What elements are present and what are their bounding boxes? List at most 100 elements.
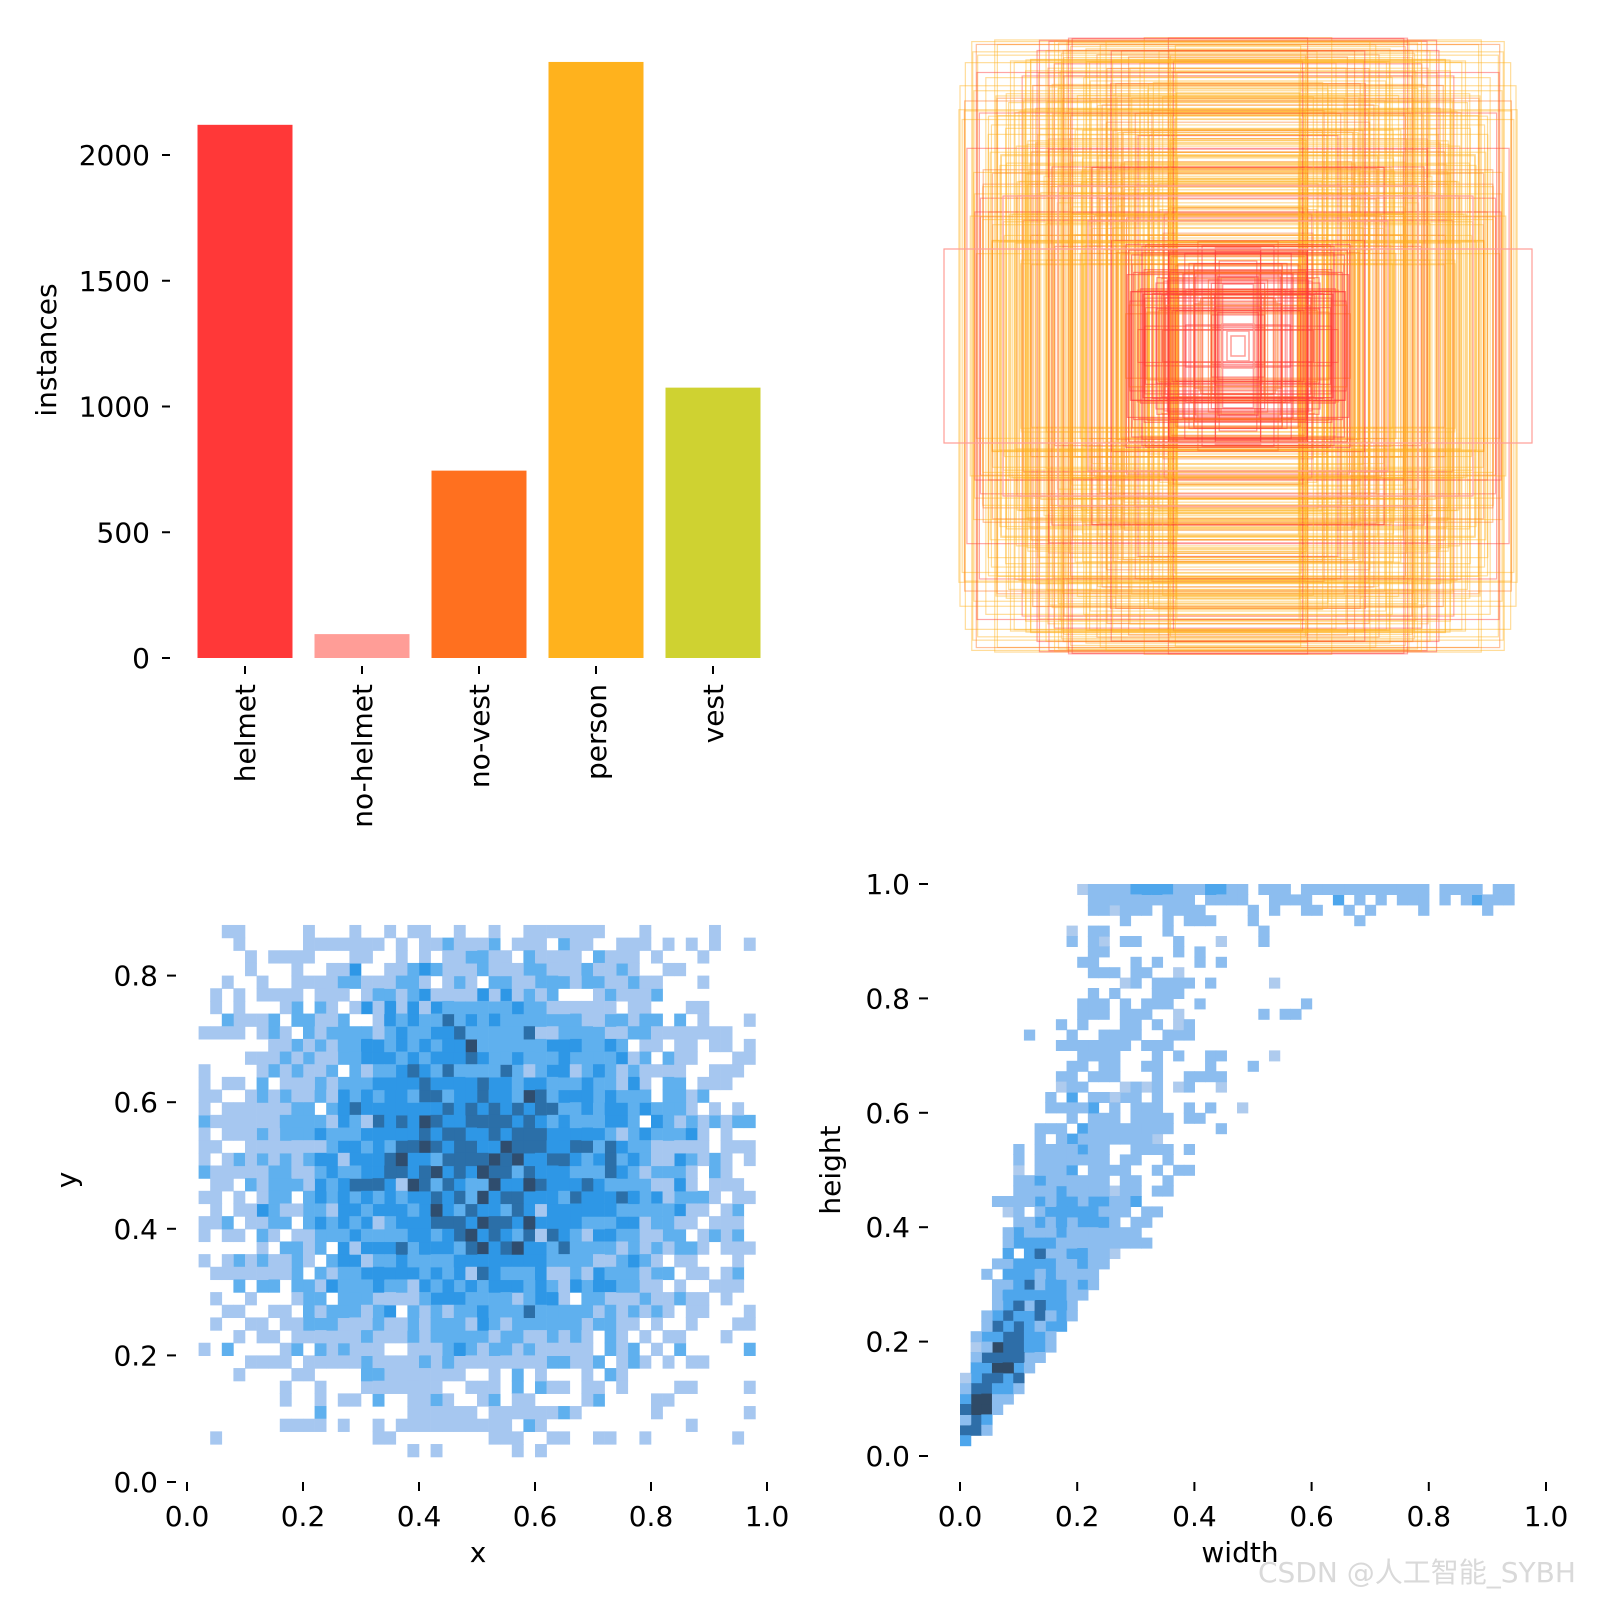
bbox-outline bbox=[1085, 60, 1391, 632]
heatmap-cell bbox=[349, 1266, 362, 1281]
heatmap-cell bbox=[291, 1292, 304, 1306]
heatmap-cell bbox=[1045, 1092, 1057, 1103]
heatmap-cell bbox=[991, 1331, 1004, 1343]
heatmap-cell bbox=[569, 1228, 582, 1243]
heatmap-cell bbox=[430, 1304, 443, 1319]
heatmap-cell bbox=[372, 1228, 385, 1243]
heatmap-cell bbox=[1215, 936, 1227, 947]
heatmap-cell bbox=[523, 1140, 536, 1154]
heatmap-cell bbox=[430, 1279, 443, 1293]
heatmap-cell bbox=[488, 1127, 501, 1141]
y-axis-label: instances bbox=[30, 283, 63, 416]
heatmap-cell bbox=[651, 1203, 663, 1217]
heatmap-cell bbox=[558, 1241, 571, 1255]
heatmap-cell bbox=[488, 1102, 501, 1116]
heatmap-cell bbox=[546, 1127, 559, 1141]
heatmap-cell bbox=[627, 1165, 640, 1179]
heatmap-cell bbox=[1077, 884, 1089, 895]
bbox-outline bbox=[1113, 93, 1363, 599]
heatmap-cell bbox=[465, 975, 478, 989]
bar-vest bbox=[665, 387, 761, 658]
heatmap-cell bbox=[442, 1203, 455, 1217]
heatmap-cell bbox=[1066, 1071, 1078, 1083]
heatmap-cell bbox=[326, 1089, 339, 1103]
heatmap-cell bbox=[326, 988, 339, 1002]
heatmap-cell bbox=[384, 1127, 397, 1141]
heatmap-cell bbox=[349, 1330, 362, 1344]
width-height-heatmap: 0.0 0.2 0.4 0.6 0.8 1.00.00.20.40.60.81.0widt… bbox=[814, 868, 1568, 1569]
heatmap-cell bbox=[407, 1368, 420, 1382]
bbox-outline bbox=[982, 186, 1494, 506]
heatmap-cell bbox=[268, 1178, 281, 1192]
heatmap-cell bbox=[395, 1203, 408, 1217]
heatmap-cell bbox=[314, 1380, 327, 1394]
heatmap-cell bbox=[477, 1102, 489, 1116]
heatmap-cell bbox=[558, 1190, 571, 1205]
heatmap-cell bbox=[384, 1140, 397, 1154]
heatmap-cell bbox=[233, 1152, 246, 1167]
heatmap-cell bbox=[291, 1013, 304, 1027]
heatmap-cell bbox=[604, 1013, 617, 1027]
heatmap-cell bbox=[291, 1114, 304, 1129]
heatmap-cell bbox=[1055, 1040, 1068, 1051]
bbox-outline bbox=[1175, 92, 1301, 600]
heatmap-cell bbox=[639, 1304, 652, 1319]
heatmap-cell bbox=[1119, 884, 1132, 895]
heatmap-cell bbox=[221, 1254, 234, 1268]
heatmap-cell bbox=[337, 1203, 350, 1217]
heatmap-cell bbox=[1077, 1133, 1089, 1145]
heatmap-cell bbox=[279, 1216, 292, 1230]
heatmap-cell bbox=[1055, 1102, 1068, 1114]
heatmap-cell bbox=[465, 962, 478, 977]
heatmap-cell bbox=[245, 1355, 257, 1369]
heatmap-cell bbox=[581, 1102, 594, 1116]
heatmap-cell bbox=[210, 1165, 223, 1179]
heatmap-cell bbox=[616, 1203, 629, 1217]
heatmap-cell bbox=[1087, 1112, 1100, 1124]
bbox-outline bbox=[1074, 234, 1402, 458]
bbox-outline bbox=[1214, 247, 1262, 445]
heatmap-cell bbox=[268, 1152, 281, 1167]
bbox-outline bbox=[1046, 101, 1430, 591]
heatmap-cell bbox=[732, 1228, 745, 1243]
heatmap-cell bbox=[465, 950, 478, 964]
heatmap-cell bbox=[639, 975, 652, 989]
heatmap-cell bbox=[349, 1304, 362, 1319]
heatmap-cell bbox=[1098, 1216, 1110, 1228]
heatmap-cell bbox=[349, 1203, 362, 1217]
heatmap-cell bbox=[500, 1038, 513, 1053]
heatmap-cell bbox=[523, 1355, 536, 1369]
heatmap-cell bbox=[453, 937, 466, 951]
heatmap-cell bbox=[488, 962, 501, 977]
heatmap-cell bbox=[627, 1051, 640, 1065]
heatmap-cell bbox=[616, 1051, 629, 1065]
heatmap-cell bbox=[349, 1140, 362, 1154]
heatmap-cell bbox=[960, 1414, 972, 1426]
heatmap-cell bbox=[372, 1114, 385, 1129]
y-tick-label: 0.6 bbox=[113, 1086, 158, 1119]
heatmap-cell bbox=[1130, 1133, 1142, 1145]
heatmap-cell bbox=[349, 1026, 362, 1040]
heatmap-cell bbox=[314, 1216, 327, 1230]
heatmap-cell bbox=[256, 1254, 269, 1268]
heatmap-cell bbox=[970, 1372, 982, 1384]
bbox-outline bbox=[1201, 245, 1275, 447]
heatmap-cell bbox=[1109, 884, 1121, 895]
heatmap-cell bbox=[1087, 1279, 1100, 1291]
heatmap-cell bbox=[1173, 904, 1185, 916]
heatmap-cell bbox=[697, 1304, 710, 1319]
heatmap-cell bbox=[465, 1190, 478, 1205]
heatmap-cell bbox=[442, 962, 455, 977]
bbox-outline bbox=[1048, 138, 1428, 554]
heatmap-cell bbox=[1066, 1040, 1078, 1051]
heatmap-cell bbox=[662, 937, 675, 951]
heatmap-cell bbox=[523, 1279, 536, 1293]
heatmap-cell bbox=[1002, 1341, 1014, 1353]
heatmap-cell bbox=[1045, 1123, 1057, 1135]
bbox-outline bbox=[1021, 98, 1455, 594]
heatmap-cell bbox=[991, 1258, 1004, 1270]
heatmap-cell bbox=[279, 1140, 292, 1154]
heatmap-cell bbox=[981, 1372, 993, 1384]
heatmap-cell bbox=[535, 1178, 547, 1192]
heatmap-cell bbox=[477, 1330, 489, 1344]
